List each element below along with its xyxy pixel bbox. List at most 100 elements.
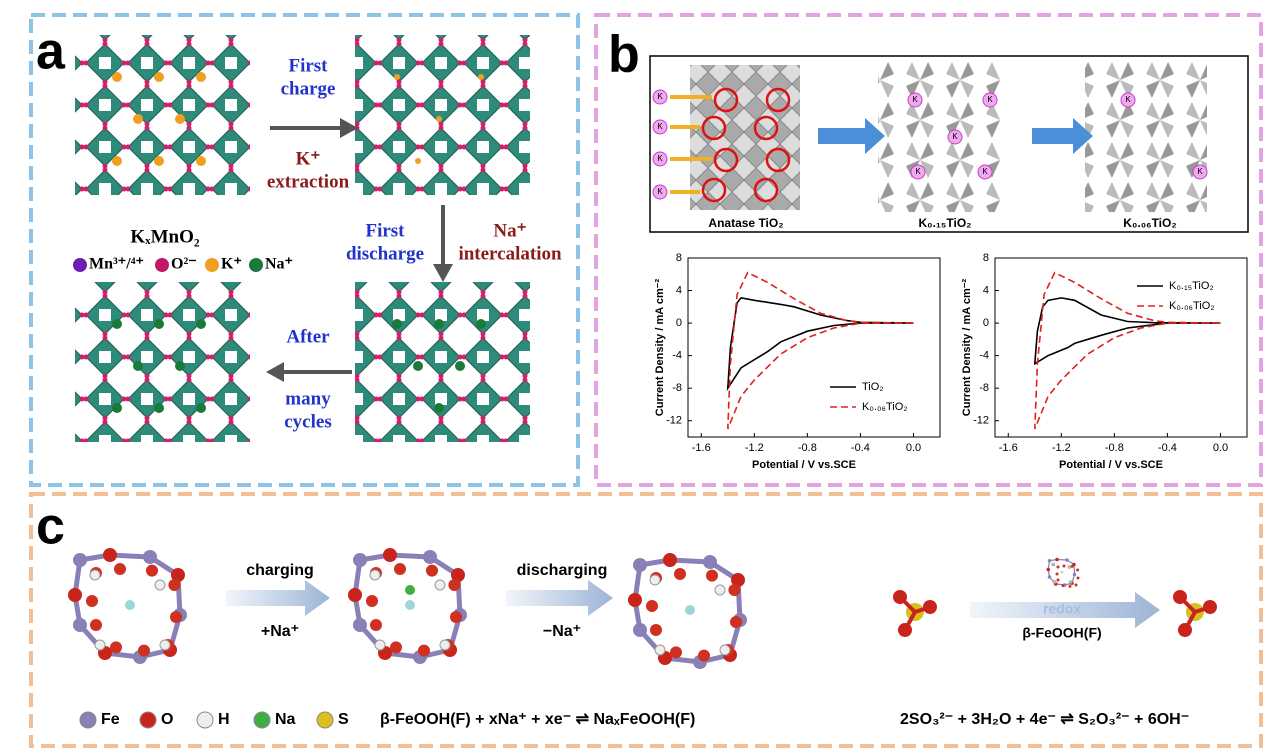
y-axis-label: Current Density / mA cm⁻² [961, 278, 973, 416]
atom [110, 641, 122, 654]
arrow [506, 580, 613, 616]
atom [1056, 578, 1060, 582]
legend-text: K₀.₀₆TiO₂ [862, 401, 908, 413]
atom [650, 624, 662, 636]
atom [434, 579, 446, 591]
y-axis-label: Current Density / mA cm⁻² [654, 278, 666, 416]
y-tick-label: -8 [979, 382, 989, 394]
atom [451, 568, 465, 582]
atom [90, 619, 102, 631]
atom [1074, 583, 1078, 587]
atom [353, 553, 367, 567]
atom [353, 618, 367, 632]
k-ion [982, 92, 998, 108]
x-tick-label: -0.8 [798, 442, 817, 454]
k-ion [652, 89, 668, 105]
atom [1069, 580, 1073, 584]
k-ion [652, 119, 668, 135]
atom [89, 569, 101, 581]
atom [1076, 568, 1080, 572]
atom [383, 548, 397, 562]
plot-frame [687, 257, 941, 438]
atom [423, 550, 437, 564]
atom [86, 595, 98, 607]
atom [1068, 584, 1072, 588]
legend-swatch [139, 711, 157, 729]
atom [663, 553, 677, 567]
legend-text: H [218, 711, 230, 728]
crystal [75, 282, 250, 442]
atom [674, 568, 686, 580]
ion-label: K [982, 167, 988, 176]
x-tick-label: -0.8 [1105, 442, 1124, 454]
atom [418, 644, 430, 657]
atom [448, 579, 461, 591]
atom [730, 616, 742, 628]
atom [114, 563, 126, 575]
arrow-label: −Na⁺ [543, 623, 581, 640]
arrow [970, 592, 1160, 628]
atom [366, 595, 378, 607]
atom [103, 548, 117, 562]
atom [168, 579, 181, 591]
step-text: cycles [284, 411, 331, 432]
legend: Mn³⁺/⁴⁺ O²⁻ K⁺ Na⁺ [73, 256, 293, 273]
k-ion [977, 164, 993, 180]
atom [654, 644, 666, 656]
panel-label: b [608, 26, 640, 84]
atom [628, 593, 642, 607]
atom [719, 644, 731, 656]
legend-text: Mn³⁺/⁴⁺ [89, 256, 144, 273]
atom [1052, 580, 1057, 584]
x-tick-label: -1.2 [1052, 442, 1071, 454]
atom [1047, 559, 1052, 563]
arrow-head [340, 118, 358, 138]
atom [923, 600, 937, 614]
ion-label: K [952, 132, 958, 141]
legend-text: Na [275, 711, 296, 728]
arrow-label: +Na⁺ [261, 623, 299, 640]
atom [714, 584, 726, 596]
x-tick-label: -1.6 [692, 442, 711, 454]
atom [893, 590, 907, 604]
atom [394, 563, 406, 575]
legend-text: TiO₂ [862, 381, 884, 393]
atom [685, 605, 695, 615]
legend-swatch [249, 258, 263, 272]
ion-label: K [912, 95, 918, 104]
atom [348, 588, 362, 602]
x-tick-label: -0.4 [851, 442, 870, 454]
atom [1072, 562, 1076, 567]
atom [1067, 565, 1072, 569]
atom [1056, 565, 1060, 569]
legend-text: Na⁺ [265, 256, 293, 273]
atom [1076, 576, 1080, 580]
atom [1055, 572, 1059, 576]
atom [633, 558, 647, 572]
molecules [68, 548, 1217, 669]
arrow-head [433, 264, 453, 282]
atom [143, 550, 157, 564]
step-text: many [285, 388, 331, 409]
atom [731, 573, 745, 587]
equation: β-FeOOH(F) + xNa⁺ + xe⁻ ⇌ NaₓFeOOH(F) [380, 711, 695, 728]
x-axis-label: Potential / V vs.SCE [1059, 459, 1163, 471]
atom [1055, 557, 1059, 562]
panel-label: a [36, 23, 66, 81]
arrow [818, 118, 885, 154]
insertion-arrows [670, 95, 712, 194]
legend-swatch [253, 711, 271, 729]
na-ions [112, 319, 486, 413]
equation: 2SO₃²⁻ + 3H₂O + 4e⁻ ⇌ S₂O₃²⁻ + 6OH⁻ [900, 711, 1189, 728]
step-text: discharge [346, 243, 424, 264]
crystal [75, 35, 250, 195]
atom [94, 639, 106, 651]
compound: KₓMnO₂ [130, 226, 199, 247]
ion-label: K [915, 167, 921, 176]
k-ions [112, 72, 484, 166]
legend-text: K⁺ [221, 256, 242, 273]
cv-curve [726, 297, 914, 392]
legend-text: O²⁻ [171, 256, 197, 273]
atom [171, 568, 185, 582]
legend-swatch [205, 258, 219, 272]
